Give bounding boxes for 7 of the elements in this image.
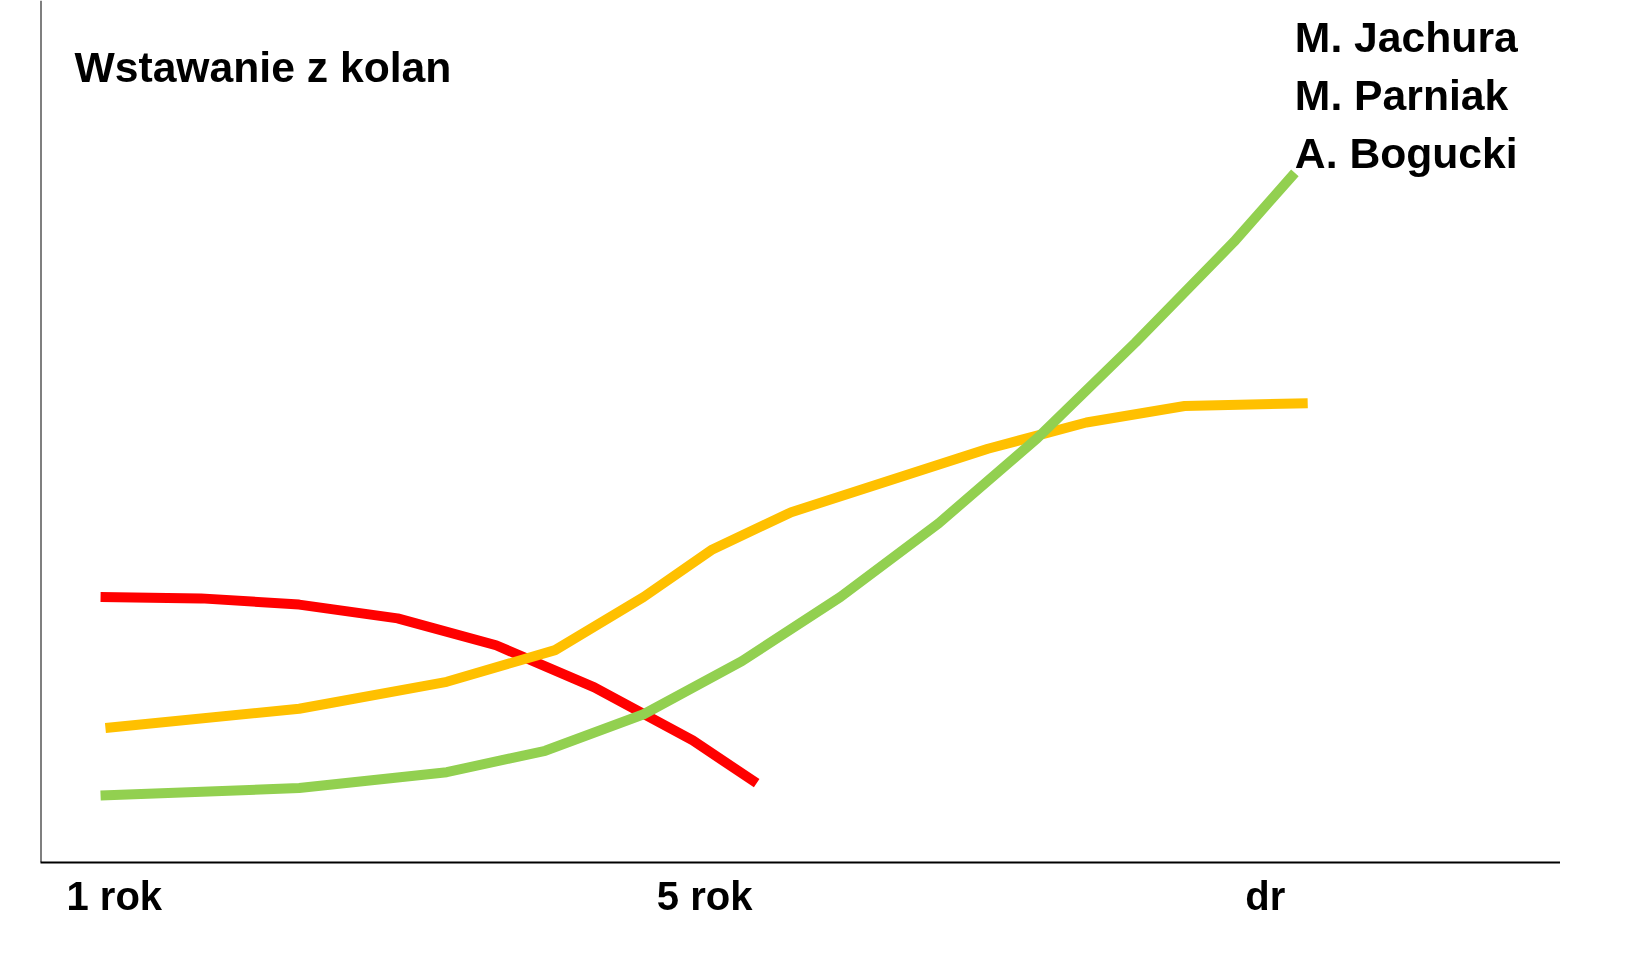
text: M. Jachura: [1294, 13, 1518, 62]
text: M. Parniak: [1294, 70, 1509, 119]
annotation: A. Bogucki: [1294, 128, 1518, 177]
x-tick-label: dr: [1245, 873, 1286, 918]
x-tick-label: 5 rok: [656, 873, 754, 918]
x-tick-label: 1 rok: [66, 873, 163, 918]
chart-title: Wstawanie z kolan: [74, 42, 452, 91]
